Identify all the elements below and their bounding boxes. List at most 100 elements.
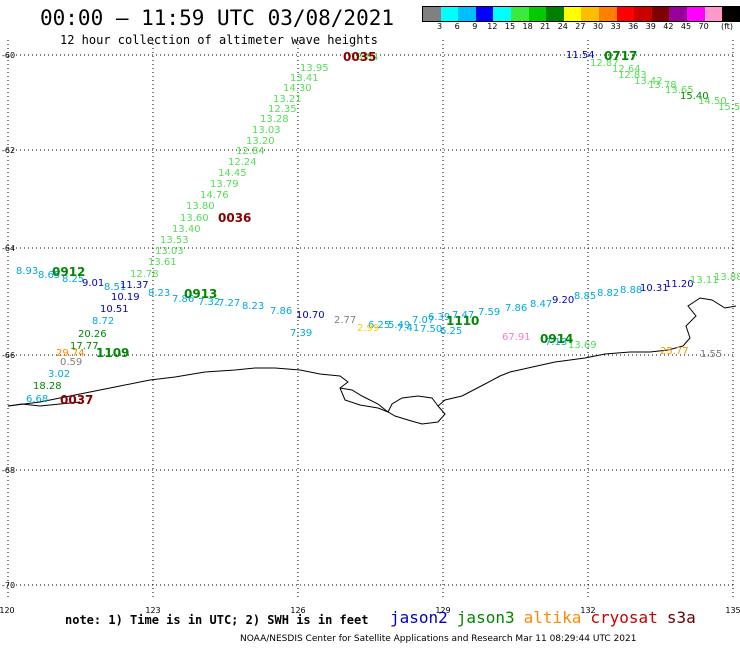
wave-height-reading: 29.74 [56, 348, 85, 359]
wave-height-reading: 13.60 [180, 213, 209, 224]
wave-height-reading: 13.69 [568, 340, 597, 351]
satellite-legend-entry: altika [523, 608, 582, 627]
wave-height-reading: 14.50 [698, 96, 727, 107]
wave-height-reading: 8.88 [620, 285, 642, 296]
legend-tick-label: 9 [472, 22, 478, 31]
legend-tick-label: 6 [454, 22, 460, 31]
wave-height-reading: 12.35 [268, 104, 297, 115]
wave-height-reading: 9.01 [82, 278, 104, 289]
legend-tick-label: 27 [575, 22, 586, 31]
axis-tick-label: 123 [145, 606, 160, 615]
wave-height-reading: 1.55 [700, 349, 722, 360]
wave-height-reading: 8.65 [38, 270, 60, 281]
legend-tick-label: 39 [645, 22, 656, 31]
wave-height-reading: 13.21 [273, 94, 302, 105]
lat-lon-grid [7, 40, 734, 600]
footnote: note: 1) Time is in UTC; 2) SWH is in fe… [65, 613, 369, 627]
wave-height-reading: 7.59 [478, 307, 500, 318]
wave-height-reading: 12.24 [228, 157, 257, 168]
wave-height-reading: 10.19 [111, 292, 140, 303]
wave-height-reading: 8.51 [104, 282, 126, 293]
wave-height-reading: 6.39 [428, 312, 450, 323]
axis-tick-label: 120 [0, 606, 15, 615]
legend-swatch [616, 7, 635, 21]
wave-height-reading: 10.31 [640, 283, 669, 294]
legend-tick-label: 36 [628, 22, 639, 31]
satellite-legend-entry: jason3 [456, 608, 515, 627]
legend-swatch [423, 7, 441, 21]
wave-height-reading: 13.42 [634, 76, 663, 87]
axis-tick-label: 126 [290, 606, 305, 615]
wave-height-reading: 7.86 [505, 303, 527, 314]
wave-height-reading: 7.86 [172, 294, 194, 305]
wave-height-reading: 8.82 [597, 288, 619, 299]
pass-time-label: 0035 [343, 50, 376, 64]
wave-height-reading: 6.68 [26, 394, 48, 405]
wave-height-reading: 7.13 [545, 337, 567, 348]
axis-tick-label: 132 [580, 606, 595, 615]
wave-height-reading: 13.79 [210, 179, 239, 190]
wave-height-reading: 11.54 [566, 50, 595, 61]
color-scale-legend [422, 6, 740, 22]
wave-height-reading: 2.99 [357, 323, 379, 334]
wave-height-reading: 10.51 [100, 304, 129, 315]
axis-tick-label: -62 [2, 146, 15, 155]
legend-swatch [634, 7, 652, 21]
wave-height-reading: 12.64 [612, 64, 641, 75]
wave-height-reading: 13.11 [690, 275, 719, 286]
legend-tick-label: 12 [487, 22, 498, 31]
wave-height-reading: 12.78 [130, 269, 159, 280]
wave-height-reading: 8.23 [242, 301, 264, 312]
wave-height-reading: 15.5 [718, 102, 740, 113]
pass-time-label: 0913 [184, 287, 217, 301]
pass-time-label: 0037 [60, 393, 93, 407]
legend-tick-label: 42 [663, 22, 674, 31]
wave-height-reading: 0.59 [60, 357, 82, 368]
wave-height-reading: 9.20 [552, 295, 574, 306]
pass-time-label: 0914 [540, 332, 573, 346]
axis-tick-label: -68 [2, 466, 15, 475]
legend-tick-label: 30 [592, 22, 604, 31]
legend-tick-label: 21 [540, 22, 551, 31]
axis-tick-label: 129 [435, 606, 450, 615]
wave-height-reading: 8.47 [530, 299, 552, 310]
pass-time-label: 0717 [604, 49, 637, 63]
wave-height-reading: 14.76 [200, 190, 229, 201]
legend-swatch [493, 7, 511, 21]
legend-swatch [581, 7, 599, 21]
legend-swatch [686, 7, 705, 21]
axis-tick-label: 135 [725, 606, 740, 615]
pass-time-label: 1109 [96, 346, 129, 360]
coast-inlet-b [387, 395, 439, 413]
wave-height-reading: 13.80 [186, 201, 215, 212]
legend-swatch [475, 7, 494, 21]
wave-height-reading: 12.83 [618, 70, 647, 81]
wave-height-reading: 13.28 [260, 114, 289, 125]
legend-unit: (ft) [721, 22, 734, 31]
wave-height-reading: 7.39 [290, 328, 312, 339]
wave-height-reading: 7.86 [270, 306, 292, 317]
antarctic-coastline [7, 297, 737, 425]
axis-tick-label: -70 [2, 581, 15, 590]
wave-height-reading: 12.84 [236, 146, 265, 157]
pass-time-label: 0036 [218, 211, 251, 225]
page-title: 00:00 – 11:59 UTC 03/08/2021 [40, 6, 395, 30]
wave-height-reading: 13.88 [714, 272, 740, 283]
wave-height-reading: 13.40 [172, 224, 201, 235]
wave-height-reading: 7.07 [412, 315, 434, 326]
wave-height-reading: 10.70 [296, 310, 325, 321]
satellite-legend: jason2 jason3 altika cryosat s3a [390, 608, 705, 627]
color-scale-labels: 3 6 9 12 15 18 21 24 27 30 33 36 39 42 45 70 [422, 21, 740, 35]
wave-height-reading: 7.32 [198, 297, 220, 308]
wave-height-readings: 13.8413.9513.4114.3013.2112.3513.2813.03… [16, 50, 740, 405]
wave-height-reading: 13.84 [350, 52, 379, 63]
satellite-legend-entry: jason2 [390, 608, 448, 627]
legend-swatch [563, 7, 582, 21]
pass-time-label: 1110 [446, 314, 479, 328]
wave-height-reading: 13.65 [665, 85, 694, 96]
page-subtitle: 12 hour collection of altimeter wave hei… [60, 33, 378, 47]
legend-tick-label: 33 [610, 22, 621, 31]
wave-height-reading: 20.26 [78, 329, 107, 340]
wave-height-reading: 12.87 [590, 58, 619, 69]
